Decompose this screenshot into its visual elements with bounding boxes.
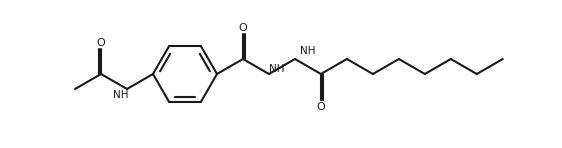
Text: NH: NH <box>114 90 129 100</box>
Text: NH: NH <box>269 64 285 74</box>
Text: NH: NH <box>300 46 315 56</box>
Text: O: O <box>239 22 247 33</box>
Text: O: O <box>316 102 325 111</box>
Text: O: O <box>97 37 106 48</box>
